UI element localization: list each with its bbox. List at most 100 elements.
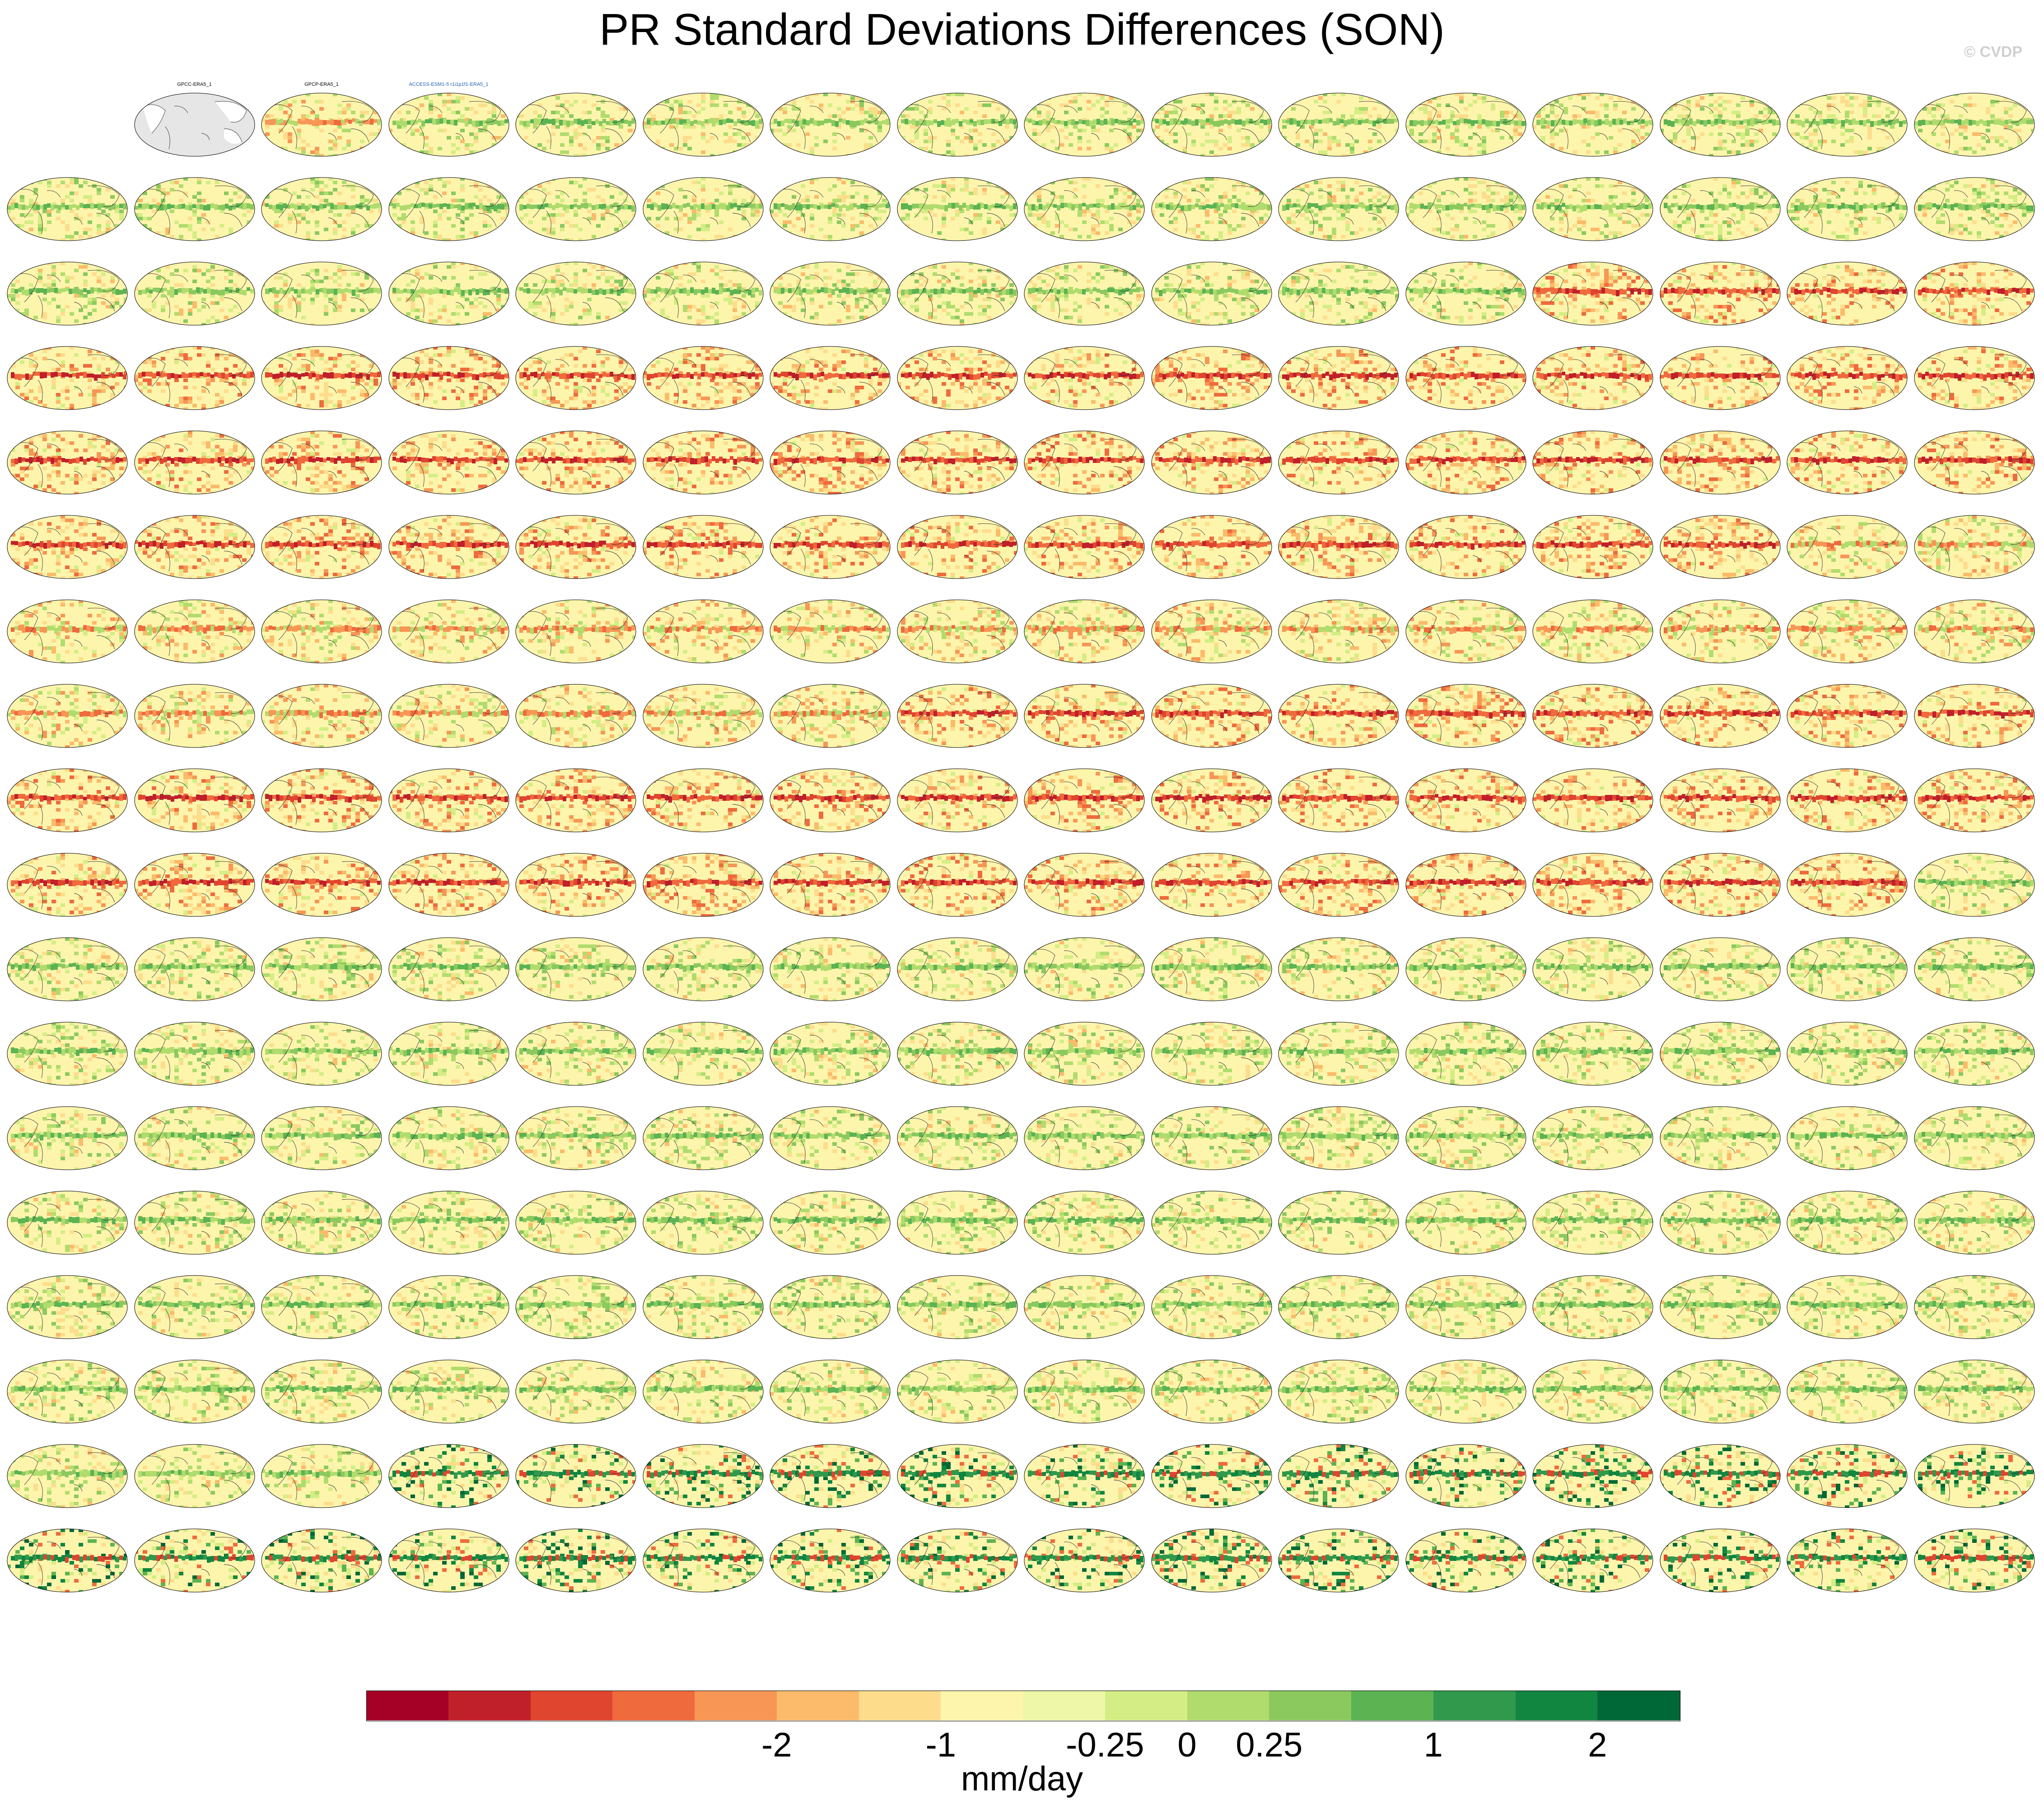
map-panel xyxy=(515,1518,637,1603)
map-panel xyxy=(1913,1433,2035,1519)
map-panel xyxy=(642,842,764,928)
map-panel xyxy=(1278,82,1400,168)
map-panel xyxy=(769,1011,891,1097)
colorbar-tick-label: 1 xyxy=(1424,1725,1443,1765)
global-map xyxy=(515,684,637,748)
map-panel: GPCC-ERA5_1 xyxy=(134,82,256,168)
global-map xyxy=(6,1275,128,1339)
global-map xyxy=(642,768,764,832)
map-panel xyxy=(1278,757,1400,843)
map-panel xyxy=(896,757,1018,843)
global-map xyxy=(1405,430,1527,495)
colorbar-frame xyxy=(366,1691,1680,1721)
map-panel xyxy=(642,757,764,843)
map-panel xyxy=(642,926,764,1012)
global-map xyxy=(1786,853,1908,917)
global-map xyxy=(1405,1191,1527,1255)
global-map xyxy=(1151,853,1273,917)
map-panel xyxy=(1786,166,1908,252)
global-map xyxy=(388,768,510,832)
global-map xyxy=(6,853,128,917)
global-map xyxy=(1659,1360,1781,1424)
map-panel xyxy=(1786,757,1908,843)
global-map xyxy=(1405,1022,1527,1086)
global-map xyxy=(1532,937,1654,1001)
map-panel xyxy=(515,1180,637,1266)
map-panel xyxy=(1913,1011,2035,1097)
map-panel xyxy=(1023,420,1145,505)
global-map xyxy=(1278,1360,1400,1424)
global-map xyxy=(261,768,383,832)
global-map xyxy=(1278,853,1400,917)
map-panel xyxy=(1532,1433,1654,1519)
global-map xyxy=(896,1444,1018,1508)
map-panel xyxy=(896,1433,1018,1519)
global-map xyxy=(1405,853,1527,917)
map-panel xyxy=(769,842,891,928)
global-map xyxy=(642,1275,764,1339)
global-map xyxy=(388,430,510,495)
map-panel xyxy=(642,1264,764,1350)
map-panel xyxy=(134,504,256,590)
map-panel xyxy=(1786,251,1908,336)
map-panel xyxy=(261,1433,383,1519)
global-map xyxy=(388,1444,510,1508)
map-panel xyxy=(1151,757,1273,843)
map-panel xyxy=(1659,757,1781,843)
global-map xyxy=(261,1360,383,1424)
global-map xyxy=(515,1275,637,1339)
global-map xyxy=(6,1528,128,1593)
global-map xyxy=(1532,515,1654,579)
global-map xyxy=(642,262,764,326)
global-map xyxy=(896,1106,1018,1170)
global-map xyxy=(1532,853,1654,917)
global-map xyxy=(1278,430,1400,495)
global-map xyxy=(1278,262,1400,326)
global-map xyxy=(1023,1360,1145,1424)
global-map xyxy=(769,599,891,663)
map-panel xyxy=(1278,1433,1400,1519)
global-map xyxy=(896,1022,1018,1086)
map-panel xyxy=(388,1095,510,1181)
map-panel xyxy=(515,166,637,252)
global-map xyxy=(1532,262,1654,326)
map-panel xyxy=(1786,1011,1908,1097)
map-panel xyxy=(1023,842,1145,928)
map-panel xyxy=(642,1433,764,1519)
global-map xyxy=(1659,430,1781,495)
global-map xyxy=(642,1106,764,1170)
map-panel xyxy=(134,1180,256,1266)
map-panel xyxy=(769,589,891,674)
colorbar xyxy=(366,1691,1680,1721)
global-map xyxy=(1532,1191,1654,1255)
global-map xyxy=(6,262,128,326)
map-panel xyxy=(515,420,637,505)
map-panel xyxy=(261,926,383,1012)
map-panel xyxy=(1405,420,1527,505)
colorbar-tick-label: -0.25 xyxy=(1066,1725,1144,1765)
map-panel xyxy=(134,589,256,674)
map-panel xyxy=(1023,1349,1145,1434)
global-map xyxy=(769,937,891,1001)
global-map xyxy=(6,1106,128,1170)
colorbar-tick-label: 0 xyxy=(1177,1725,1196,1765)
map-panel xyxy=(1151,420,1273,505)
global-map xyxy=(515,1191,637,1255)
global-map xyxy=(1659,177,1781,241)
global-map xyxy=(1405,684,1527,748)
global-map xyxy=(1151,1528,1273,1593)
map-panel xyxy=(6,1011,128,1097)
map-panel xyxy=(1278,1349,1400,1434)
map-panel xyxy=(1532,926,1654,1012)
map-panel xyxy=(642,420,764,505)
global-map xyxy=(261,1191,383,1255)
global-map xyxy=(1786,262,1908,326)
map-panel xyxy=(1151,1180,1273,1266)
global-map xyxy=(388,599,510,663)
global-map xyxy=(1151,1022,1273,1086)
map-panel xyxy=(1659,504,1781,590)
map-panel xyxy=(515,504,637,590)
map-panel xyxy=(1023,1180,1145,1266)
global-map xyxy=(769,515,891,579)
map-panel xyxy=(1023,504,1145,590)
